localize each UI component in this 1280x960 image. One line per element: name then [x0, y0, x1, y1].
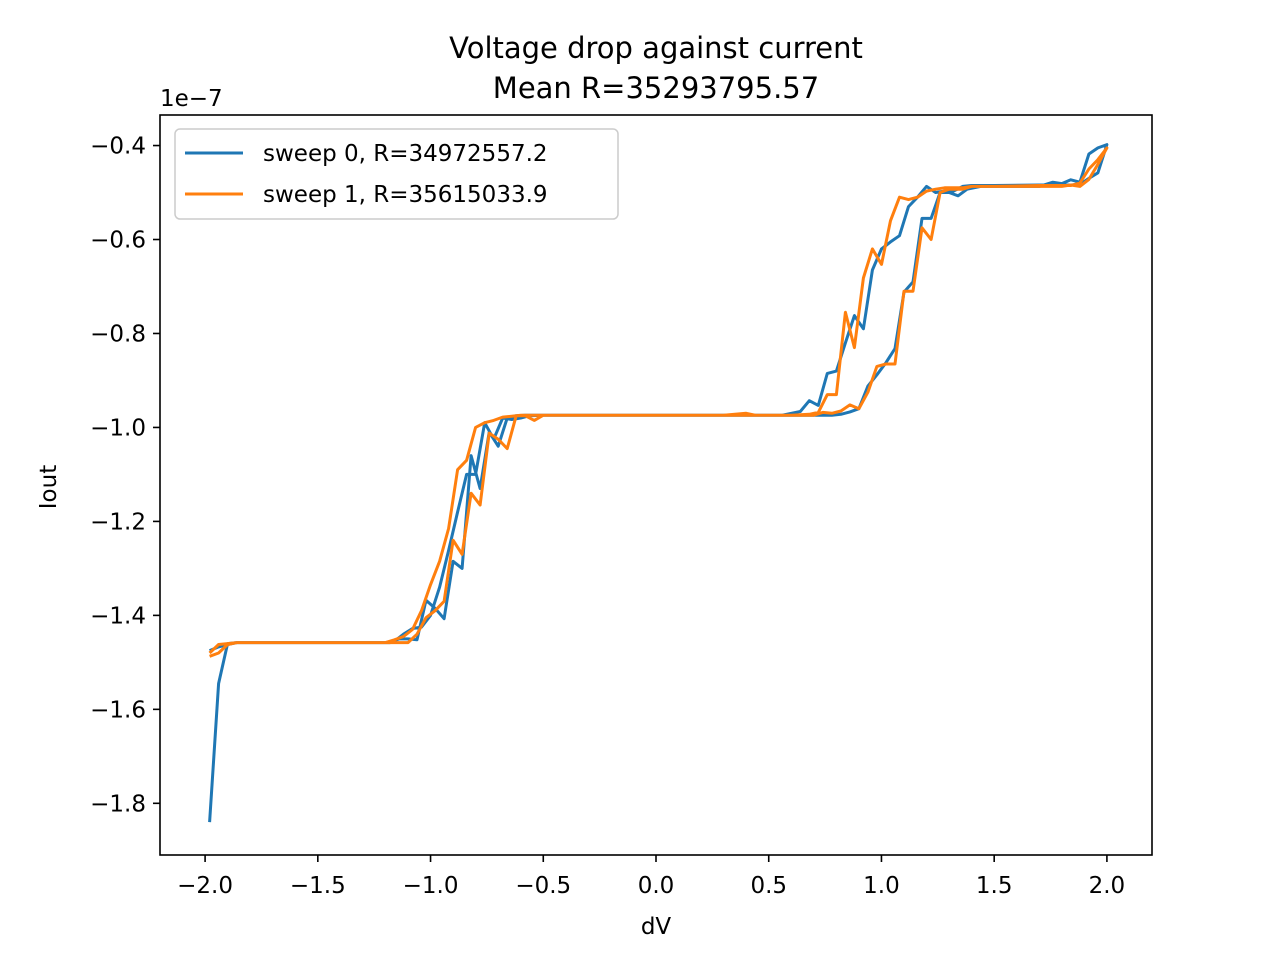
- x-tick-label: 2.0: [1089, 873, 1126, 899]
- y-tick-label: −0.6: [90, 228, 146, 254]
- x-tick-label: 0.5: [750, 873, 787, 899]
- plot-lines: [208, 143, 1109, 823]
- x-tick-label: −1.5: [290, 873, 346, 899]
- x-tick-label: −0.5: [515, 873, 571, 899]
- y-tick-label: −0.8: [90, 321, 146, 347]
- axis-ticks: −2.0 −1.5 −1.0 −0.5 0.0 0.5 1.0 1.5 2.0 −1.8 −1.6 −…: [90, 134, 1125, 899]
- y-tick-label: −1.6: [90, 697, 146, 723]
- series-line-sweep-1: [208, 146, 1109, 658]
- legend-entry-sweep-0: sweep 0, R=34972557.2: [263, 141, 548, 167]
- x-axis-label: dV: [641, 914, 672, 940]
- x-tick-label: −1.0: [403, 873, 459, 899]
- y-tick-label: −1.2: [90, 509, 146, 535]
- y-axis-offset-label: 1e−7: [160, 86, 223, 112]
- x-tick-label: −2.0: [177, 873, 233, 899]
- y-tick-label: −0.4: [90, 134, 146, 160]
- plot-area: [160, 115, 1152, 855]
- y-axis-label: Iout: [36, 465, 62, 509]
- x-tick-label: 0.0: [638, 873, 675, 899]
- x-tick-label: 1.0: [863, 873, 900, 899]
- y-tick-label: −1.4: [90, 603, 146, 629]
- y-tick-label: −1.0: [90, 415, 146, 441]
- y-tick-label: −1.8: [90, 791, 146, 817]
- legend-box: [174, 128, 619, 220]
- chart-title-line-2: Mean R=35293795.57: [493, 71, 819, 105]
- chart-title-line-1: Voltage drop against current: [449, 31, 863, 65]
- plot-frame: [159, 114, 1153, 856]
- legend-entry-sweep-1: sweep 1, R=35615033.9: [263, 182, 548, 208]
- legend: sweep 0, R=34972557.2 sweep 1, R=3561503…: [174, 128, 619, 220]
- x-tick-label: 1.5: [976, 873, 1013, 899]
